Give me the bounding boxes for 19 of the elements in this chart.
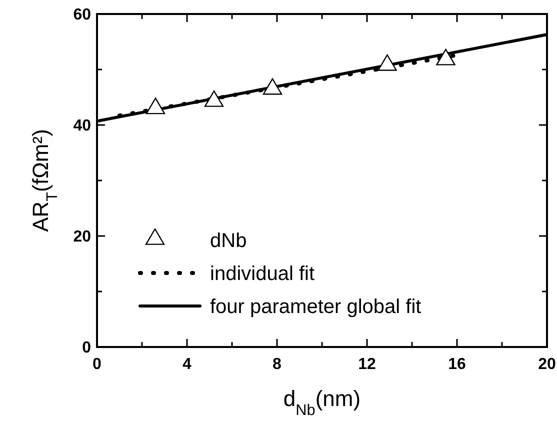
point	[262, 78, 282, 95]
point	[436, 48, 456, 66]
y-tick-label: 0	[82, 340, 92, 357]
y-tick-label: 20	[73, 228, 92, 246]
x-tick-label: 16	[448, 356, 466, 373]
x-tick-label: 12	[358, 356, 376, 373]
y-tick-label: 60	[73, 6, 92, 24]
point	[146, 98, 166, 114]
legend-label: dNb	[210, 230, 247, 252]
x-tick-label: 20	[538, 356, 556, 373]
x-axis-title: d$_{Nb}$(nm)	[283, 386, 361, 418]
legend-label: four parameter global fit	[210, 296, 422, 318]
legend-label: individual fit	[210, 263, 315, 285]
point	[378, 54, 397, 71]
x-tick-label: 0	[92, 356, 102, 373]
x-tick-label: 4	[182, 356, 192, 373]
x-tick-label: 8	[272, 356, 282, 373]
point	[204, 90, 224, 107]
y-tick-label: 40	[73, 118, 92, 135]
